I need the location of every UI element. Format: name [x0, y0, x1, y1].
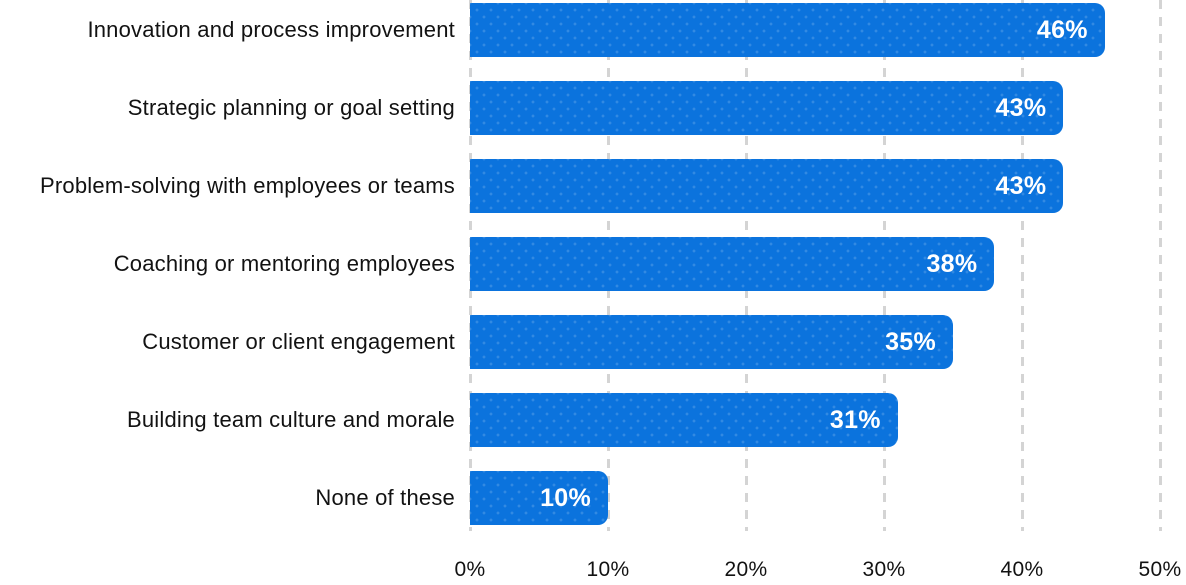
- bar-value-label: 43%: [995, 93, 1047, 122]
- bar-value-label: 10%: [540, 483, 591, 512]
- category-label: Coaching or mentoring employees: [113, 251, 455, 276]
- bar-value-label: 35%: [885, 327, 936, 356]
- x-axis-tick: 30%: [862, 558, 906, 581]
- x-axis-tick: 0%: [454, 558, 486, 581]
- x-axis-tick: 10%: [586, 558, 630, 581]
- x-axis-tick: 40%: [1000, 558, 1044, 581]
- category-label: Innovation and process improvement: [87, 17, 455, 42]
- gridline-50pct: [1158, 0, 1162, 531]
- category-label: Building team culture and morale: [126, 407, 455, 432]
- x-axis-tick: 50%: [1138, 558, 1182, 581]
- bar: 43%: [470, 159, 1064, 213]
- bar-value-label: 43%: [995, 171, 1047, 200]
- gridline-40pct: [1020, 0, 1024, 531]
- category-label: None of these: [315, 485, 455, 510]
- bar: 38%: [470, 237, 995, 291]
- bar: 31%: [470, 393, 898, 447]
- bar: 43%: [470, 81, 1064, 135]
- category-label: Problem-solving with employees or teams: [40, 173, 455, 198]
- bar-value-label: 31%: [829, 405, 881, 434]
- bar: 46%: [470, 3, 1105, 57]
- x-axis-tick: 20%: [724, 558, 768, 581]
- category-label: Customer or client engagement: [142, 329, 455, 354]
- bar: 10%: [470, 471, 608, 525]
- bar-value-label: 38%: [926, 249, 978, 278]
- bar-value-label: 46%: [1036, 15, 1088, 44]
- bar: 35%: [470, 315, 953, 369]
- category-label: Strategic planning or goal setting: [127, 95, 455, 120]
